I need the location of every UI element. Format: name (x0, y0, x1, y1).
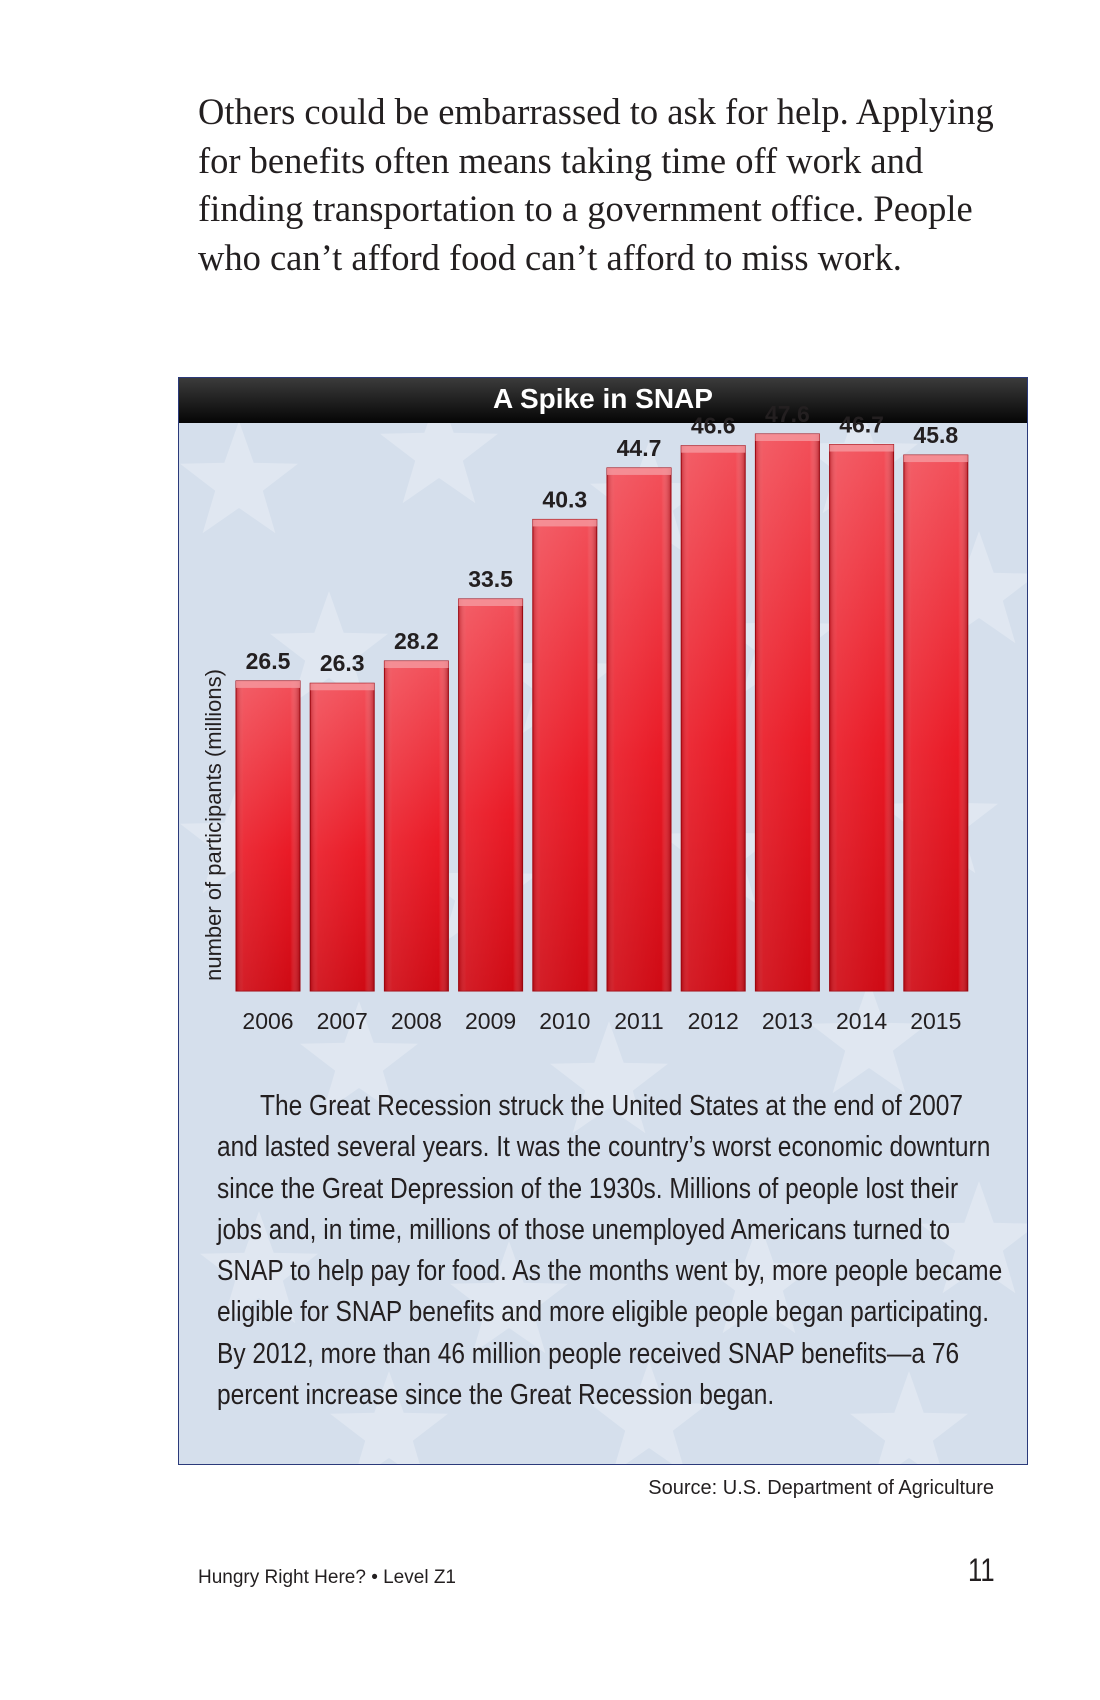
bar-value-label: 33.5 (468, 566, 513, 592)
background-star (380, 423, 498, 504)
background-star (850, 1371, 968, 1464)
background-star (200, 1211, 318, 1324)
footer-book-title: Hungry Right Here? • Level Z1 (198, 1567, 456, 1588)
bar-shading (607, 467, 671, 991)
chart-title: A Spike in SNAP (179, 378, 1027, 423)
bar-value-label: 46.6 (691, 413, 736, 439)
x-tick-label: 2010 (539, 1008, 590, 1034)
bar-shading (903, 455, 968, 992)
bar-value-label: 46.7 (839, 412, 884, 438)
bar-top-highlight (310, 683, 375, 691)
x-tick-label: 2008 (391, 1008, 442, 1034)
bar-value-label: 28.2 (394, 628, 439, 654)
x-tick-label: 2015 (910, 1008, 961, 1034)
bar-top-highlight (903, 455, 968, 463)
bar-value-label: 47.6 (765, 401, 810, 427)
bar-shading (236, 680, 300, 991)
bar-shading (458, 598, 523, 991)
intro-paragraph: Others could be embarrassed to ask for h… (198, 91, 994, 278)
background-star (550, 1021, 668, 1134)
bar-top-highlight (755, 434, 820, 441)
x-tick-label: 2009 (465, 1008, 516, 1034)
background-star (810, 981, 928, 1094)
bar-top-highlight (829, 444, 894, 452)
bar-shading (310, 683, 375, 991)
background-star (590, 1361, 708, 1464)
source-credit: Source: U.S. Department of Agriculture (648, 1477, 994, 1499)
bar-top-highlight (681, 445, 746, 453)
background-star (920, 1181, 1027, 1294)
x-tick-label: 2013 (762, 1008, 813, 1034)
background-star (920, 531, 1027, 644)
background-star (330, 1371, 448, 1464)
bar-top-highlight (532, 519, 597, 527)
bar-top-highlight (607, 467, 671, 475)
bar-shading (681, 445, 746, 992)
bar-value-label: 45.8 (913, 422, 958, 448)
y-axis-label: number of participants (millions) (201, 669, 226, 981)
x-tick-label: 2007 (317, 1008, 368, 1034)
bar-value-label: 44.7 (617, 435, 662, 461)
background-star (270, 591, 388, 704)
x-tick-label: 2014 (836, 1008, 887, 1034)
background-star (700, 1221, 818, 1334)
background-star (300, 1001, 418, 1114)
bar-shading (829, 444, 894, 991)
bar-shading (532, 519, 597, 991)
bar-top-highlight (384, 661, 449, 669)
x-tick-label: 2006 (242, 1008, 293, 1034)
bar-value-label: 26.3 (320, 650, 365, 676)
bar-shading (755, 434, 820, 991)
chart-caption: The Great Recession struck the United St… (217, 1086, 1008, 1416)
background-star (450, 1241, 568, 1354)
page-number: 11 (968, 1552, 995, 1588)
intro-text-block: Others could be embarrassed to ask for h… (198, 88, 1018, 282)
bar-top-highlight (236, 680, 300, 688)
chart-panel: A Spike in SNAP number of participants (… (178, 377, 1028, 1465)
bar-shading (384, 661, 449, 991)
bar-value-label: 40.3 (542, 486, 587, 512)
bar-chart: number of participants (millions) 26.5 20… (201, 401, 969, 1034)
bar-value-label: 26.5 (246, 648, 291, 674)
caption-paragraph: The Great Recession struck the United St… (217, 1090, 1003, 1412)
x-tick-label: 2012 (688, 1008, 739, 1034)
bar-top-highlight (458, 598, 523, 606)
background-star (180, 423, 298, 534)
x-tick-label: 2011 (614, 1008, 663, 1034)
